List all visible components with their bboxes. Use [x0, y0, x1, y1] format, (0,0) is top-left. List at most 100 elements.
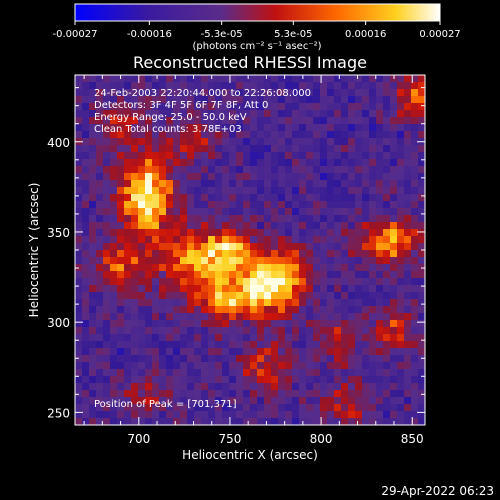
heatmap-cell — [194, 348, 202, 356]
heatmap-cell — [390, 166, 398, 174]
heatmap-cell — [306, 180, 314, 188]
heatmap-cell — [285, 166, 293, 174]
heatmap-cell — [215, 376, 223, 384]
heatmap-cell — [243, 166, 251, 174]
heatmap-cell — [250, 194, 258, 202]
heatmap-cell — [411, 75, 419, 83]
heatmap-cell — [355, 404, 363, 412]
heatmap-cell — [138, 306, 146, 314]
heatmap-cell — [145, 285, 153, 293]
heatmap-cell — [124, 89, 132, 97]
heatmap-cell — [264, 334, 272, 342]
heatmap-cell — [362, 215, 370, 223]
heatmap-cell — [138, 334, 146, 342]
heatmap-cell — [145, 173, 153, 181]
heatmap-cell — [411, 236, 419, 244]
heatmap-cell — [250, 376, 258, 384]
heatmap-cell — [383, 313, 391, 321]
heatmap-cell — [110, 299, 118, 307]
heatmap-cell — [376, 222, 384, 230]
heatmap-cell — [257, 306, 265, 314]
heatmap-cell — [383, 369, 391, 377]
heatmap-cell — [299, 390, 307, 398]
heatmap-cell — [82, 75, 90, 83]
heatmap-cell — [404, 152, 412, 160]
heatmap-cell — [257, 369, 265, 377]
heatmap-cell — [110, 110, 118, 118]
heatmap-cell — [152, 264, 160, 272]
heatmap-cell — [110, 187, 118, 195]
heatmap-cell — [250, 334, 258, 342]
heatmap-cell — [397, 383, 405, 391]
heatmap-cell — [208, 187, 216, 195]
heatmap-cell — [159, 285, 167, 293]
heatmap-cell — [418, 103, 426, 111]
heatmap-cell — [397, 411, 405, 419]
annotation-clean-counts: Clean Total counts: 3.78E+03 — [94, 124, 242, 135]
heatmap-cell — [75, 334, 83, 342]
heatmap-cell — [229, 166, 237, 174]
heatmap-cell — [271, 313, 279, 321]
heatmap-cell — [390, 96, 398, 104]
heatmap-cell — [215, 138, 223, 146]
heatmap-cell — [124, 383, 132, 391]
heatmap-cell — [264, 215, 272, 223]
heatmap-cell — [201, 187, 209, 195]
heatmap-cell — [348, 271, 356, 279]
heatmap-cell — [131, 313, 139, 321]
heatmap-cell — [229, 173, 237, 181]
heatmap-cell — [418, 131, 426, 139]
heatmap-cell — [187, 278, 195, 286]
heatmap-cell — [334, 362, 342, 370]
heatmap-cell — [383, 376, 391, 384]
heatmap-cell — [348, 278, 356, 286]
heatmap-cell — [187, 285, 195, 293]
heatmap-cell — [348, 355, 356, 363]
heatmap-cell — [390, 341, 398, 349]
heatmap-cell — [222, 89, 230, 97]
heatmap-cell — [257, 257, 265, 265]
heatmap-cell — [236, 355, 244, 363]
heatmap-cell — [397, 75, 405, 83]
heatmap-cell — [82, 229, 90, 237]
heatmap-cell — [348, 369, 356, 377]
heatmap-cell — [222, 285, 230, 293]
heatmap-cell — [390, 397, 398, 405]
heatmap-cell — [131, 159, 139, 167]
heatmap-cell — [383, 187, 391, 195]
heatmap-cell — [180, 278, 188, 286]
heatmap-cell — [299, 320, 307, 328]
heatmap-cell — [243, 75, 251, 83]
heatmap-cell — [187, 355, 195, 363]
heatmap-cell — [285, 348, 293, 356]
heatmap-cell — [355, 117, 363, 125]
heatmap-cell — [117, 243, 125, 251]
heatmap-cell — [201, 145, 209, 153]
heatmap-cell — [201, 264, 209, 272]
heatmap-cell — [89, 117, 97, 125]
heatmap-cell — [159, 278, 167, 286]
heatmap-cell — [110, 397, 118, 405]
heatmap-cell — [355, 390, 363, 398]
heatmap-cell — [327, 152, 335, 160]
heatmap-cell — [306, 117, 314, 125]
heatmap-cell — [285, 271, 293, 279]
heatmap-cell — [145, 320, 153, 328]
heatmap-cell — [243, 96, 251, 104]
heatmap-cell — [187, 313, 195, 321]
heatmap-cell — [313, 152, 321, 160]
heatmap-cell — [327, 103, 335, 111]
heatmap-cell — [110, 194, 118, 202]
heatmap-cell — [390, 306, 398, 314]
heatmap-cell — [397, 285, 405, 293]
heatmap-cell — [348, 257, 356, 265]
heatmap-cell — [292, 278, 300, 286]
heatmap-cell — [166, 75, 174, 83]
heatmap-cell — [404, 215, 412, 223]
heatmap-cell — [411, 208, 419, 216]
heatmap-cell — [334, 355, 342, 363]
heatmap-cell — [313, 250, 321, 258]
heatmap-cell — [222, 299, 230, 307]
heatmap-cell — [411, 131, 419, 139]
heatmap-cell — [369, 383, 377, 391]
